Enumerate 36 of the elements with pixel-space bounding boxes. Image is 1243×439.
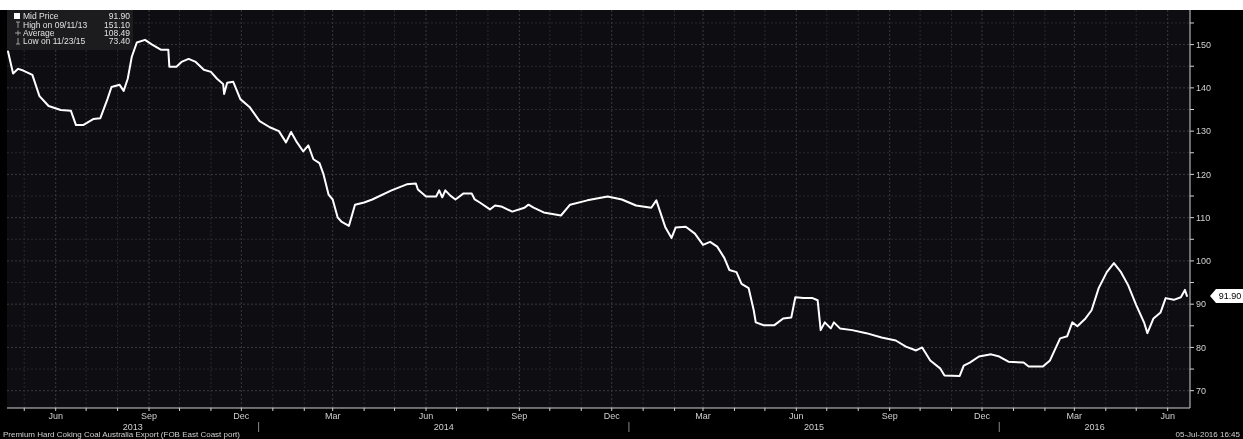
annotation: 91.90	[108, 11, 131, 21]
text: 2016	[1084, 422, 1105, 432]
text: 2015	[804, 422, 825, 432]
annotation: 151.10	[104, 20, 131, 30]
y-tick-label: 80	[1196, 342, 1207, 353]
y-tick-label: 90	[1196, 299, 1207, 310]
y-tick-label: 70	[1196, 385, 1207, 396]
x-tick-label: Jun	[48, 411, 63, 421]
y-tick-label: 130	[1196, 126, 1212, 137]
text: 91.90	[1218, 291, 1242, 302]
y-tick-label: 120	[1196, 169, 1212, 180]
annotation: High on 09/11/13	[23, 20, 88, 30]
x-tick-label: Sep	[511, 411, 528, 421]
y-tick-label: 140	[1196, 83, 1212, 94]
y-tick-label: 150	[1196, 39, 1212, 50]
x-tick-label: Jun	[789, 411, 804, 421]
x-tick-label: Mar	[1066, 411, 1083, 421]
text: 05-Jul-2016 16:45	[1175, 430, 1241, 439]
text: Premium Hard Coking Coal Australia Export (FOB East Coast port)	[3, 430, 241, 439]
x-tick-label: Mar	[324, 411, 341, 421]
annotation: 73.40	[108, 36, 131, 46]
text: 2013	[122, 422, 143, 432]
x-tick-label: Sep	[141, 411, 158, 421]
x-tick-label: Jun	[1160, 411, 1175, 421]
legend-label: Mid Price	[23, 11, 59, 21]
x-tick-label: Dec	[233, 411, 250, 421]
y-tick-label: 100	[1196, 256, 1212, 267]
y-tick-label: 110	[1196, 212, 1211, 223]
x-tick-label: Dec	[974, 411, 991, 421]
x-tick-label: Mar	[695, 411, 711, 421]
x-tick-label: Jun	[418, 411, 434, 421]
x-tick-label: Dec	[603, 411, 621, 421]
text: 2014	[433, 422, 454, 432]
line-series	[7, 38, 1188, 377]
annotation: 108.49	[104, 28, 131, 38]
x-tick-label: Sep	[881, 411, 898, 421]
